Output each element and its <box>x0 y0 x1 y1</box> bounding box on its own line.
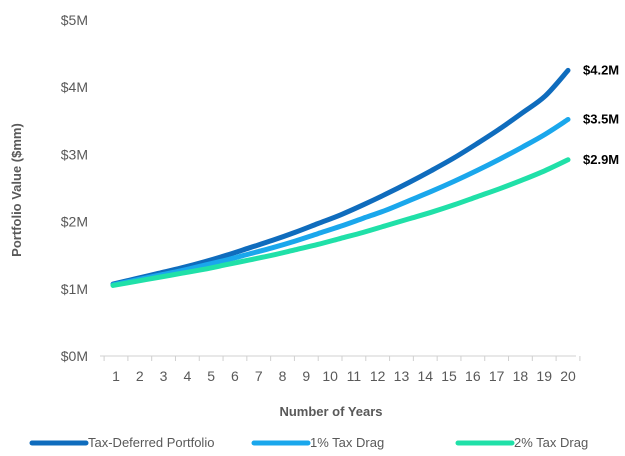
end-labels: $4.2M $3.5M $2.9M <box>583 62 619 166</box>
x-tick-label: 10 <box>322 368 338 384</box>
x-tick-label: 12 <box>370 368 386 384</box>
y-axis-title: Portfolio Value ($mm) <box>9 123 24 257</box>
legend: Tax-Deferred Portfolio 1% Tax Drag 2% Tax … <box>29 435 588 450</box>
y-tick-label: $3M <box>61 146 88 162</box>
y-tick-label: $0M <box>61 348 88 364</box>
x-tick-label: 18 <box>513 368 529 384</box>
x-tick-label: 7 <box>255 368 263 384</box>
legend-label: Tax-Deferred Portfolio <box>88 435 214 450</box>
x-tick-label: 2 <box>136 368 144 384</box>
y-axis: $0M $1M $2M $3M $4M $5M <box>61 12 88 364</box>
series-end-label: $4.2M <box>583 62 619 77</box>
y-tick-label: $5M <box>61 12 88 28</box>
y-tick-label: $4M <box>61 79 88 95</box>
x-axis: 1 2 3 4 5 6 7 8 9 10 11 12 13 14 15 16 17 18 19 20 <box>100 355 581 384</box>
series-end-label: $2.9M <box>583 152 619 167</box>
x-tick-label: 5 <box>207 368 215 384</box>
series-line <box>110 116 571 288</box>
series-line <box>110 157 571 288</box>
x-tick-label: 3 <box>160 368 168 384</box>
x-tick-label: 16 <box>465 368 481 384</box>
x-tick-label: 6 <box>231 368 239 384</box>
legend-label: 1% Tax Drag <box>310 435 384 450</box>
series-line <box>110 67 571 287</box>
x-tick-label: 19 <box>536 368 552 384</box>
series-end-label: $3.5M <box>583 111 619 126</box>
x-tick-label: 17 <box>489 368 505 384</box>
y-tick-label: $2M <box>61 214 88 230</box>
x-tick-label: 15 <box>441 368 457 384</box>
x-tick-label: 1 <box>112 368 120 384</box>
x-tick-label: 14 <box>417 368 433 384</box>
x-tick-label: 13 <box>394 368 410 384</box>
legend-label: 2% Tax Drag <box>514 435 588 450</box>
x-tick-label: 20 <box>560 368 576 384</box>
x-tick-label: 4 <box>183 368 191 384</box>
x-tick-label: 9 <box>302 368 310 384</box>
x-tick-label: 11 <box>347 368 362 384</box>
x-axis-title: Number of Years <box>279 404 382 419</box>
series-lines <box>110 67 571 288</box>
x-tick-label: 8 <box>279 368 287 384</box>
y-tick-label: $1M <box>61 281 88 297</box>
